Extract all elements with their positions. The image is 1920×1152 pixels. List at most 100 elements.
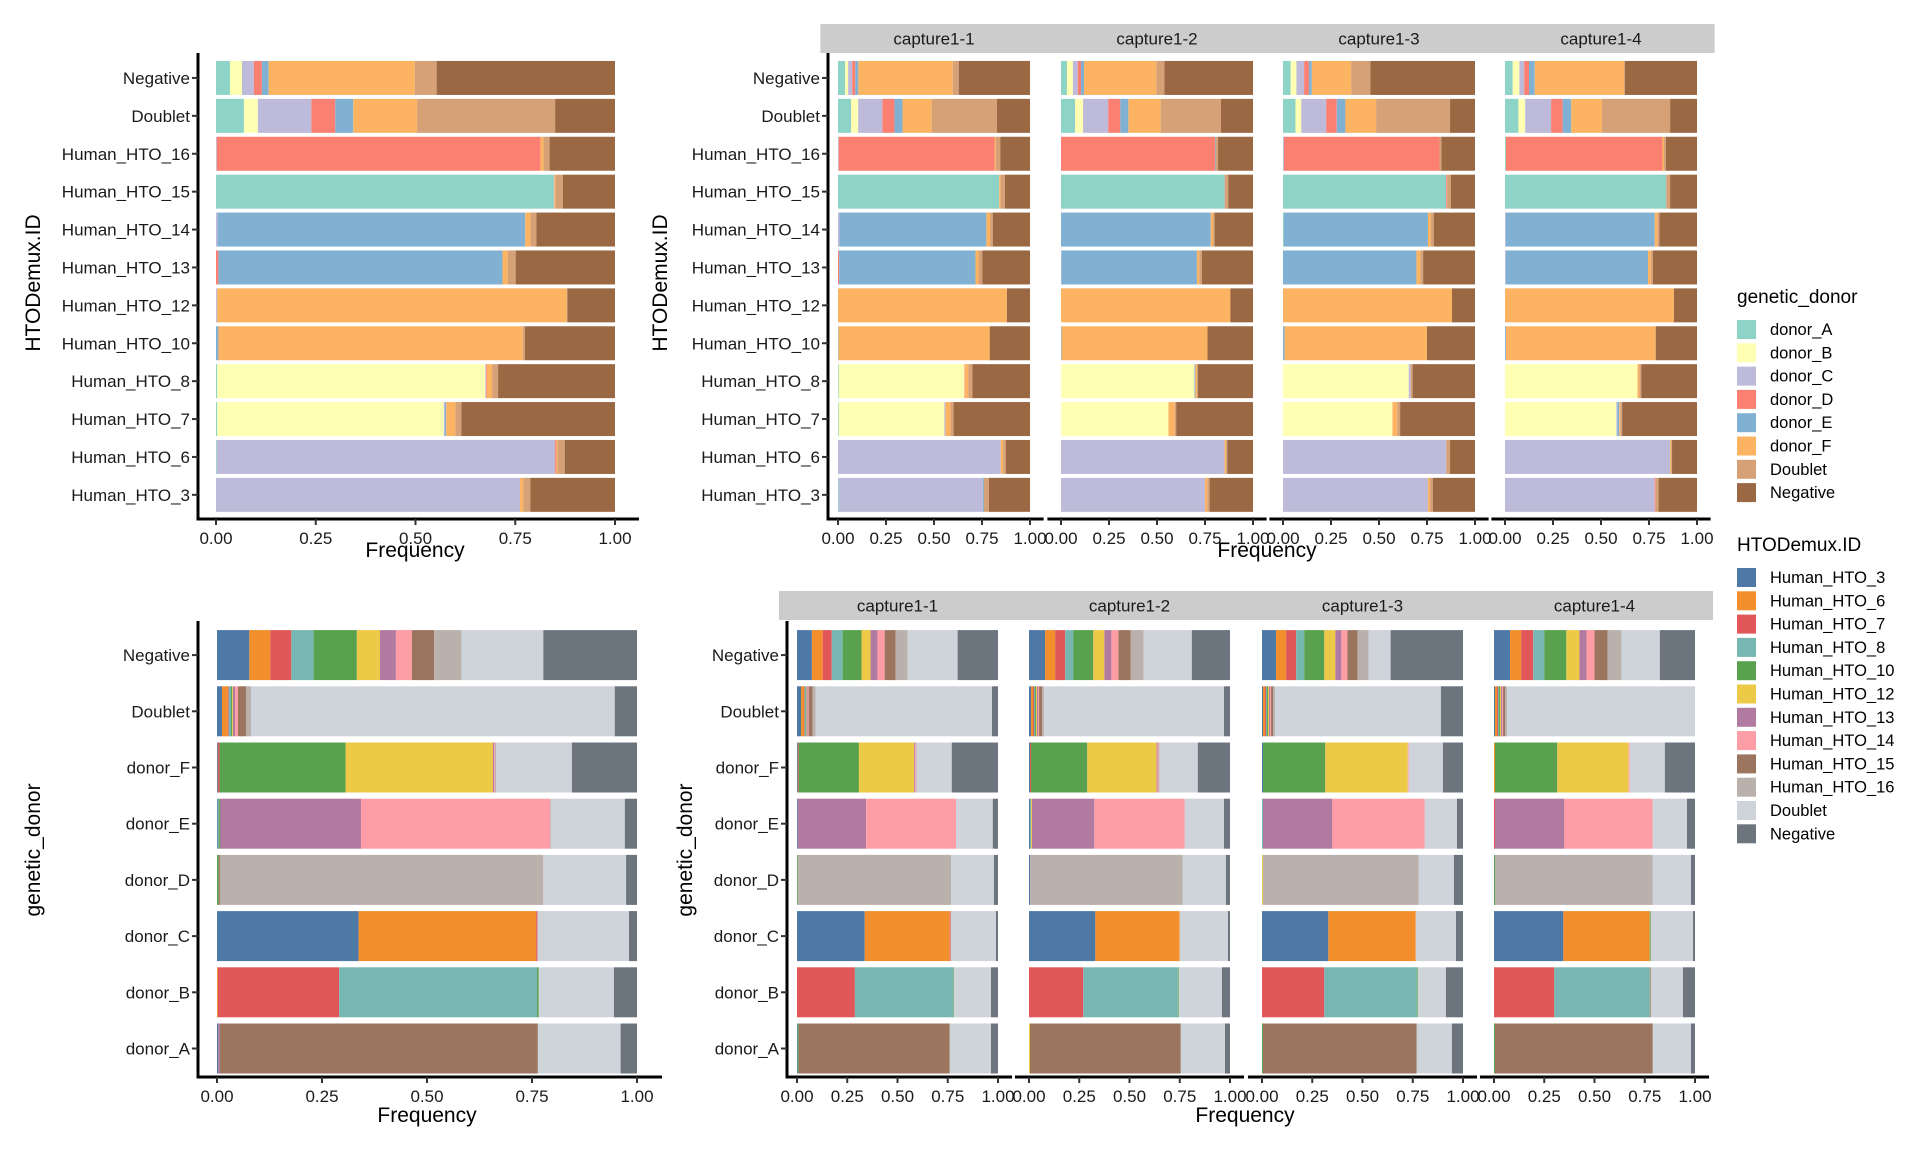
y-tick-label: Negative	[123, 646, 190, 665]
bar-segment	[216, 439, 217, 474]
bar-segment	[261, 60, 269, 95]
bar-segment	[858, 98, 883, 133]
x-tick-label: 0.75	[1628, 1087, 1661, 1106]
bar-segment	[1262, 854, 1264, 905]
bar-segment	[1033, 686, 1035, 737]
y-tick-label: Human_HTO_8	[71, 372, 190, 391]
bar-segment	[492, 364, 499, 399]
bar-segment	[1045, 630, 1056, 681]
bar-segment	[1118, 630, 1131, 681]
bar-segment	[1415, 911, 1456, 962]
bar-segment	[1427, 477, 1430, 512]
bar-segment	[1284, 326, 1427, 361]
bar-segment	[216, 174, 554, 209]
y-tick-label: Human_HTO_14	[692, 221, 820, 240]
legend-label: Human_HTO_3	[1770, 569, 1885, 587]
bar-segment	[990, 1023, 998, 1074]
bar-segment	[1624, 60, 1625, 95]
bar-segment	[839, 250, 976, 285]
bar-segment	[218, 798, 220, 849]
bar-segment	[1094, 798, 1185, 849]
panel-top-right: capture1-10.00 0.25 0.50 0.75 1.00capture1-2…	[649, 24, 1715, 562]
bar-segment	[1629, 742, 1665, 793]
bar-segment	[1003, 439, 1006, 474]
bar-segment	[549, 136, 615, 171]
bar-segment	[1268, 686, 1270, 737]
bar-segment	[1225, 854, 1230, 905]
bar-segment	[543, 136, 550, 171]
bar-segment	[235, 686, 238, 737]
bar-segment	[1620, 402, 1623, 437]
x-tick-label: 0.50	[1140, 529, 1173, 548]
legend-label: Human_HTO_15	[1770, 755, 1894, 773]
legend-label: Human_HTO_7	[1770, 616, 1885, 634]
bar-segment	[411, 630, 435, 681]
bar-segment	[1194, 364, 1196, 399]
facet-capture1-3: capture1-3 0.00 0.25 0.50 0.75 1.00	[1243, 591, 1482, 1106]
bar-segment	[848, 60, 853, 95]
x-axis-title: Frequency	[377, 1104, 477, 1127]
bar-segment	[1262, 967, 1325, 1018]
bar-segment	[1637, 364, 1640, 399]
y-axis-title: HTODemux.ID	[649, 214, 672, 351]
bar-segment	[530, 212, 537, 247]
bar-segment	[217, 1023, 219, 1074]
bar-segment	[253, 60, 262, 95]
bar-segment	[1455, 911, 1463, 962]
bar-segment	[1659, 630, 1695, 681]
bar-segment	[858, 742, 915, 793]
bar-segment	[838, 136, 995, 171]
bar-segment	[1276, 630, 1287, 681]
bar-segment	[414, 60, 437, 95]
bar-segment	[1031, 686, 1034, 737]
x-tick-label: 0.00	[1245, 1087, 1278, 1106]
bar-segment	[217, 798, 219, 849]
x-tick-label: 0.50	[1346, 1087, 1379, 1106]
bar-segment	[1563, 911, 1650, 962]
bar-segment	[1230, 288, 1253, 323]
bar-segment	[1061, 250, 1197, 285]
y-tick-label: Human_HTO_7	[71, 410, 190, 429]
bar-segment	[1505, 212, 1655, 247]
bar-segment	[1061, 477, 1205, 512]
bar-segment	[1029, 1023, 1031, 1074]
bar-segment	[216, 364, 218, 399]
bar-segment	[1030, 742, 1032, 793]
bar-segment	[1039, 686, 1043, 737]
facet-strip	[778, 591, 1017, 620]
bar-segment	[972, 364, 1030, 399]
bar-segment	[1130, 630, 1144, 681]
legend-swatch	[1737, 459, 1756, 479]
legend-swatch	[1737, 436, 1756, 456]
bar-segment	[838, 98, 852, 133]
bar-segment	[1073, 630, 1094, 681]
bar-segment	[991, 686, 998, 737]
bar-segment	[1641, 364, 1697, 399]
bar-segment	[1065, 630, 1074, 681]
bar-segment	[1221, 967, 1230, 1018]
bar-segment	[797, 967, 855, 1018]
bar-segment	[1283, 439, 1447, 474]
bar-segment	[1077, 60, 1081, 95]
bar-segment	[1037, 686, 1039, 737]
bar-segment	[808, 686, 813, 737]
bar-segment	[1659, 212, 1697, 247]
x-axis-title: Frequency	[1217, 539, 1317, 562]
bar-segment	[216, 250, 219, 285]
bar-segment	[1214, 212, 1253, 247]
bar-segment	[536, 212, 615, 247]
bar-segment	[1029, 967, 1084, 1018]
bar-segment	[797, 1023, 798, 1074]
bar-segment	[245, 686, 252, 737]
bar-segment	[555, 174, 563, 209]
bar-segment	[797, 630, 812, 681]
bar-segment	[537, 1023, 621, 1074]
bar-segment	[1164, 60, 1253, 95]
facet-strip	[1243, 591, 1482, 620]
bar-segment	[1224, 439, 1227, 474]
bar-segment	[1093, 630, 1105, 681]
bar-segment	[620, 1023, 637, 1074]
x-tick-label: 0.75	[1632, 529, 1665, 548]
bar-segment	[232, 686, 233, 737]
bar-segment	[1283, 212, 1284, 247]
